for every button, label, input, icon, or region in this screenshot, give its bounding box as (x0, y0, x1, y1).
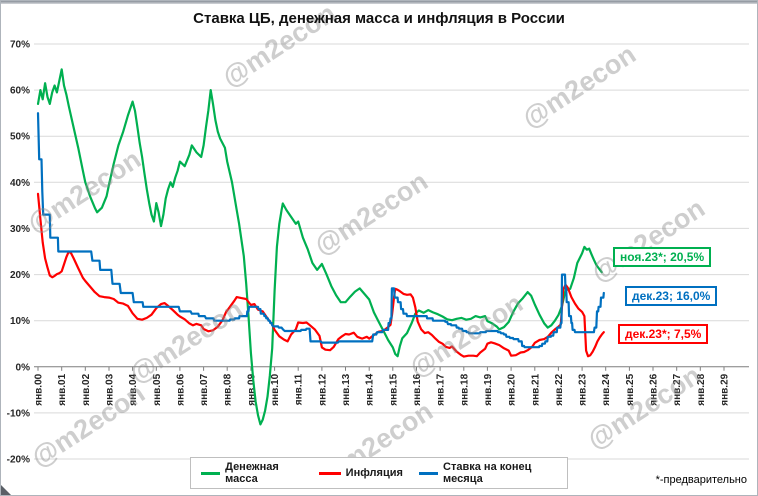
legend-label-cb-rate: Ставка на конец месяца (443, 461, 532, 485)
corner-mark (1, 485, 11, 495)
x-tick-label: янв.09 (246, 373, 257, 405)
chart-title: Ставка ЦБ, денежная масса и инфляция в Р… (193, 10, 565, 27)
x-tick-label: янв.15 (388, 373, 399, 405)
x-tick-label: янв.24 (601, 373, 612, 405)
y-tick-label: 40% (10, 178, 30, 189)
y-tick-label: 30% (10, 224, 30, 235)
x-tick-label: янв.25 (625, 373, 636, 405)
legend-label-money-supply: Денежная масса (225, 461, 279, 485)
watermark: @m2econ (586, 193, 710, 288)
x-tick-label: янв.13 (341, 373, 352, 405)
x-tick-label: янв.22 (554, 373, 565, 405)
annotation-money-supply: ноя.23*; 20,5% (613, 247, 712, 267)
x-tick-label: янв.16 (412, 373, 423, 405)
x-tick-label: янв.26 (649, 373, 660, 405)
x-tick-label: янв.10 (270, 373, 281, 405)
legend: Денежная масса Инфляция Ставка на конец … (190, 457, 568, 489)
x-tick-label: янв.00 (34, 373, 45, 405)
y-tick-label: 70% (10, 40, 30, 51)
x-tick-label: янв.27 (672, 373, 683, 405)
legend-line-inflation (318, 471, 341, 475)
x-tick-label: янв.14 (365, 373, 376, 405)
x-tick-label: янв.02 (81, 373, 92, 405)
y-tick-label: 60% (10, 86, 30, 97)
legend-label-inflation: Инфляция (345, 467, 403, 479)
x-tick-label: янв.23 (578, 373, 589, 405)
x-tick-label: янв.29 (720, 373, 731, 405)
y-tick-label: 50% (10, 132, 30, 143)
x-tick-label: янв.08 (223, 373, 234, 405)
x-tick-label: янв.12 (317, 373, 328, 405)
preliminary-footnote: *-предварительно (655, 474, 747, 486)
watermark: @m2econ (22, 144, 146, 239)
series-line-money (36, 68, 603, 426)
x-tick-label: янв.11 (294, 373, 305, 405)
x-tick-label: янв.28 (696, 373, 707, 405)
x-tick-label: янв.19 (483, 373, 494, 405)
y-tick-label: -10% (7, 408, 30, 419)
series-line-inflation (36, 192, 605, 358)
legend-item-cb-rate: Ставка на конец месяца (418, 461, 557, 485)
x-tick-label: янв.20 (507, 373, 518, 405)
legend-item-inflation: Инфляция (318, 467, 403, 479)
x-tick-label: янв.06 (175, 373, 186, 405)
x-tick-label: янв.03 (105, 373, 116, 405)
watermark: @m2econ (404, 288, 528, 383)
x-tick-label: янв.21 (530, 373, 541, 405)
x-tick-label: янв.01 (57, 373, 68, 405)
x-tick-label: янв.17 (436, 373, 447, 405)
x-tick-label: янв.18 (459, 373, 470, 405)
y-tick-label: 0% (16, 362, 31, 373)
legend-item-money-supply: Денежная масса (201, 461, 303, 485)
series-line-rate (36, 112, 605, 349)
watermark: @m2econ (309, 166, 433, 261)
annotation-cb-rate: дек.23; 16,0% (625, 286, 718, 306)
watermark: @m2econ (517, 39, 641, 134)
y-tick-label: 10% (10, 316, 30, 327)
y-tick-label: 20% (10, 270, 30, 281)
x-tick-label: янв.05 (152, 373, 163, 405)
x-tick-label: янв.07 (199, 373, 210, 405)
window-top-edge (1, 1, 757, 4)
y-tick-label: -20% (7, 455, 30, 466)
annotation-inflation: дек.23*; 7,5% (618, 324, 709, 344)
legend-line-cb-rate (418, 471, 439, 475)
legend-line-money-supply (201, 471, 221, 475)
x-tick-label: янв.04 (128, 373, 139, 405)
